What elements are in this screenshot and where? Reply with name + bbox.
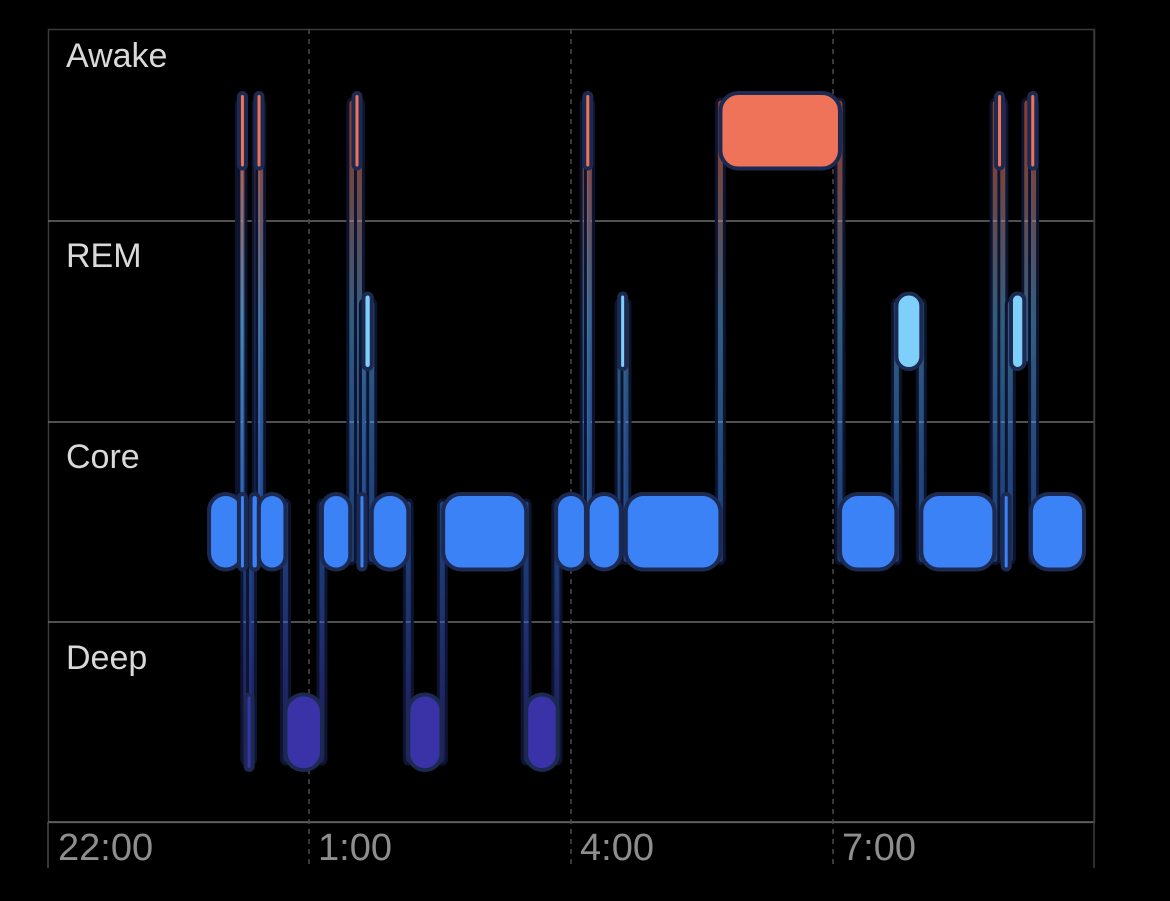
stage-segment-awake: [1027, 91, 1039, 171]
stage-transition: [436, 498, 448, 766]
stage-segment-awake: [253, 91, 265, 171]
stage-segment-core: [369, 492, 411, 572]
grid: [47, 28, 1096, 868]
stage-segment-core: [1000, 492, 1012, 572]
stage-segment-rem: [617, 291, 629, 371]
stage-segment-awake: [582, 91, 594, 171]
x-tick-label: 1:00: [318, 827, 392, 869]
stage-segment-core: [356, 492, 368, 572]
stage-label-rem: REM: [66, 237, 142, 275]
stage-label-deep: Deep: [66, 639, 147, 677]
stage-transition: [714, 97, 726, 565]
stage-segment-awake: [236, 91, 248, 171]
stage-segment-core: [319, 492, 353, 572]
stage-segment-core: [585, 492, 623, 572]
stage-segment-deep: [283, 692, 324, 772]
stage-segment-awake: [351, 91, 363, 171]
stage-label-core: Core: [66, 438, 140, 476]
stage-segment-deep: [406, 692, 444, 772]
stage-segment-core: [441, 492, 529, 572]
stage-segment-core: [623, 492, 723, 572]
stage-segment-core: [837, 492, 899, 572]
x-tick-label: 22:00: [58, 827, 153, 869]
stage-segments: [207, 91, 1087, 772]
stage-segment-awake: [994, 91, 1006, 171]
stage-transition: [520, 498, 532, 766]
stage-transitions: [235, 97, 1040, 766]
stage-segment-core: [554, 492, 588, 572]
x-axis-ticks: 22:00 1:00 4:00 7:00: [58, 827, 916, 869]
stage-segment-deep: [243, 692, 255, 772]
stage-labels: Awake REM Core Deep: [66, 37, 167, 677]
stage-segment-core: [236, 492, 248, 572]
stage-segment-core: [256, 492, 288, 572]
stage-segment-core: [919, 492, 997, 572]
stage-segment-awake: [718, 91, 842, 171]
x-tick-label: 4:00: [580, 827, 654, 869]
stage-transition: [834, 97, 846, 565]
stage-transition: [402, 498, 414, 766]
stage-segment-core: [1028, 492, 1087, 572]
stage-segment-rem: [361, 291, 374, 371]
stage-label-awake: Awake: [66, 37, 167, 75]
stage-segment-rem: [894, 291, 924, 371]
stage-segment-deep: [524, 692, 560, 772]
stage-segment-rem: [1008, 291, 1027, 371]
x-tick-label: 7:00: [842, 827, 916, 869]
